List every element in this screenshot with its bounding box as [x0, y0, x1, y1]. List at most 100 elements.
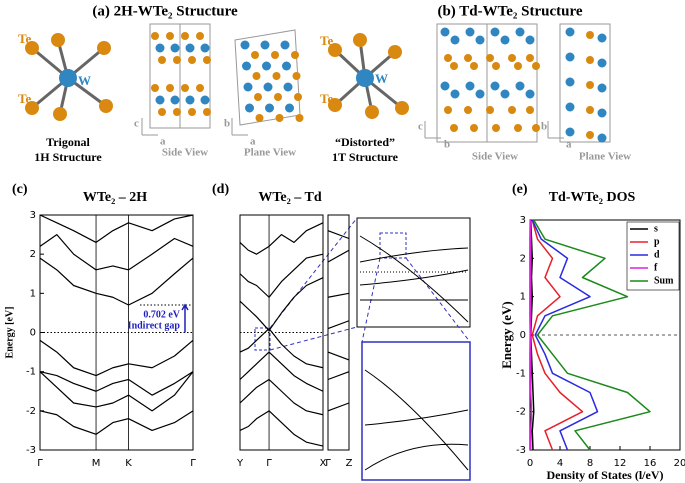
band-line — [327, 371, 350, 381]
te-atom — [586, 81, 594, 89]
te-atom — [151, 84, 159, 92]
te-atom — [464, 54, 472, 62]
band-line — [239, 351, 324, 392]
w-atom — [465, 81, 475, 91]
w-atom — [565, 52, 575, 62]
w-atom — [475, 89, 485, 99]
w-atom — [59, 69, 77, 87]
te-atom — [291, 51, 299, 59]
atom-label: W — [375, 71, 388, 86]
chart-title: Td-WTe₂ DOS — [549, 190, 636, 205]
inset-curve — [359, 235, 469, 323]
band-line — [327, 249, 350, 263]
te-atom — [492, 62, 500, 70]
y-axis-label: Energy (eV) — [499, 301, 514, 369]
band-line — [327, 320, 350, 330]
w-atom — [200, 43, 210, 53]
te-atom — [444, 106, 452, 114]
x-tick-label: Γ — [190, 458, 196, 469]
w-atom — [597, 33, 607, 43]
w-atom — [282, 61, 291, 71]
chart-title: WTe₂ – Td — [258, 190, 322, 205]
te-atom — [254, 93, 262, 101]
te-atom — [272, 72, 281, 80]
plane-view-atoms — [565, 27, 607, 143]
view-label: Plane View — [579, 151, 631, 163]
band-line — [39, 233, 194, 271]
band-line — [239, 277, 324, 332]
x-tick-label: 12 — [614, 458, 627, 469]
te-atom — [586, 56, 594, 64]
te-atom — [173, 56, 181, 64]
atom-label: Te — [320, 33, 333, 48]
x-tick-label: 20 — [674, 458, 685, 469]
y-tick-label: -1 — [26, 367, 36, 378]
w-atom — [475, 35, 485, 45]
legend-label: Sum — [654, 275, 674, 286]
te-atom — [251, 51, 259, 59]
w-atom — [263, 82, 273, 92]
band-line — [327, 351, 350, 361]
band-line — [239, 222, 324, 255]
axes-arrow — [424, 121, 441, 139]
y-tick-label: -3 — [516, 445, 526, 456]
axes-arrow — [141, 118, 158, 136]
te-atom — [508, 54, 516, 62]
te-atom — [188, 56, 196, 64]
w-atom — [565, 102, 575, 112]
w-atom — [170, 43, 180, 53]
w-atom — [565, 27, 575, 37]
legend-label: s — [654, 223, 658, 234]
band-line — [327, 230, 350, 240]
te-atom — [181, 84, 189, 92]
panel-title: (a) 2H-WTe₂ Structure — [92, 3, 238, 19]
te-atom — [166, 84, 174, 92]
axis-label: b — [444, 139, 450, 151]
w-atom — [155, 43, 165, 53]
inset-curve — [364, 369, 469, 471]
te-atom — [181, 32, 189, 40]
x-tick-label: X — [320, 458, 327, 469]
te-atom — [255, 114, 264, 122]
te-atom — [464, 106, 472, 114]
legend-label: p — [654, 236, 660, 247]
te-atom — [586, 106, 594, 114]
w-atom — [245, 103, 254, 113]
w-atom — [500, 89, 510, 99]
y-tick-label: 1 — [30, 288, 36, 299]
te-atom — [196, 84, 204, 92]
axis-label: a — [160, 136, 166, 148]
w-atom — [185, 95, 195, 105]
te-atom — [450, 62, 458, 70]
w-atom — [262, 61, 271, 71]
te-atom — [486, 54, 494, 62]
dos-line — [531, 219, 599, 451]
te-atoms — [328, 33, 409, 119]
te-atoms — [25, 33, 113, 121]
axes-arrow — [231, 118, 248, 136]
te-atom — [196, 32, 204, 40]
view-label: Side View — [472, 151, 518, 163]
inset-box — [361, 341, 471, 481]
te-atom — [532, 124, 540, 132]
w-atom — [356, 69, 374, 87]
te-atom — [274, 93, 282, 101]
y-tick-label: -3 — [26, 445, 36, 456]
w-atom — [500, 35, 510, 45]
band-line — [39, 371, 194, 396]
band-line — [39, 257, 194, 306]
te-atom — [450, 124, 458, 132]
w-atom — [565, 127, 575, 137]
te-atom — [275, 114, 284, 122]
x-tick-label: Γ — [325, 458, 331, 469]
te-atom — [173, 108, 181, 116]
annotation: Indirect gap — [128, 320, 181, 331]
y-tick-label: 2 — [520, 253, 526, 264]
band-line — [39, 214, 194, 244]
te-atom — [252, 72, 261, 80]
atom-label: Te — [18, 91, 31, 106]
te-atom — [292, 72, 301, 80]
dos-line — [529, 219, 533, 450]
plane-view-atoms — [240, 40, 304, 122]
w-atom — [490, 81, 500, 91]
